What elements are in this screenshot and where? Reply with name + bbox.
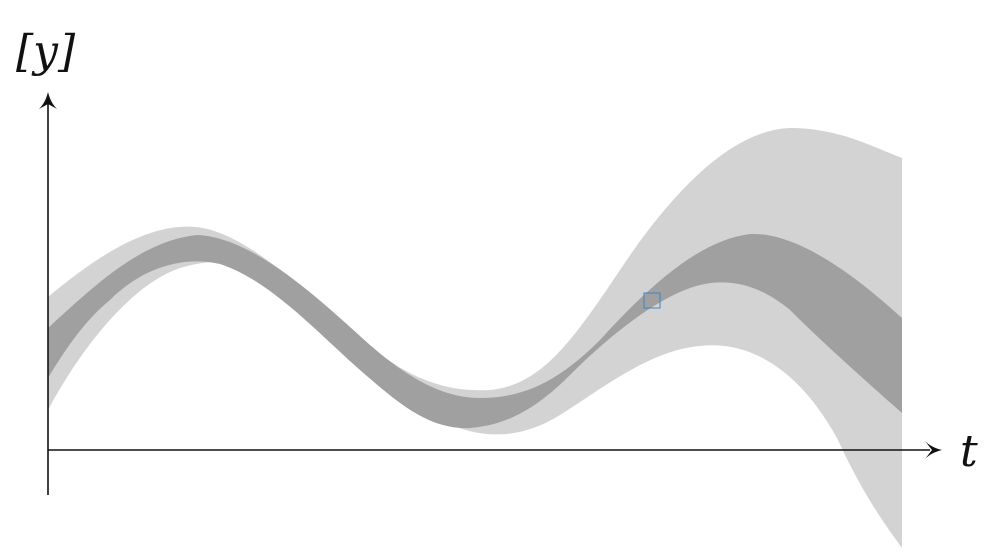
x-axis-arrowhead — [925, 441, 942, 459]
y-axis-label: [y] — [16, 26, 76, 77]
y-axis-arrowhead — [39, 92, 57, 109]
outer-uncertainty-band — [48, 128, 902, 548]
small-square-marker-icon — [643, 292, 661, 309]
x-axis-label: t — [960, 426, 978, 477]
inner-uncertainty-band — [48, 233, 902, 429]
